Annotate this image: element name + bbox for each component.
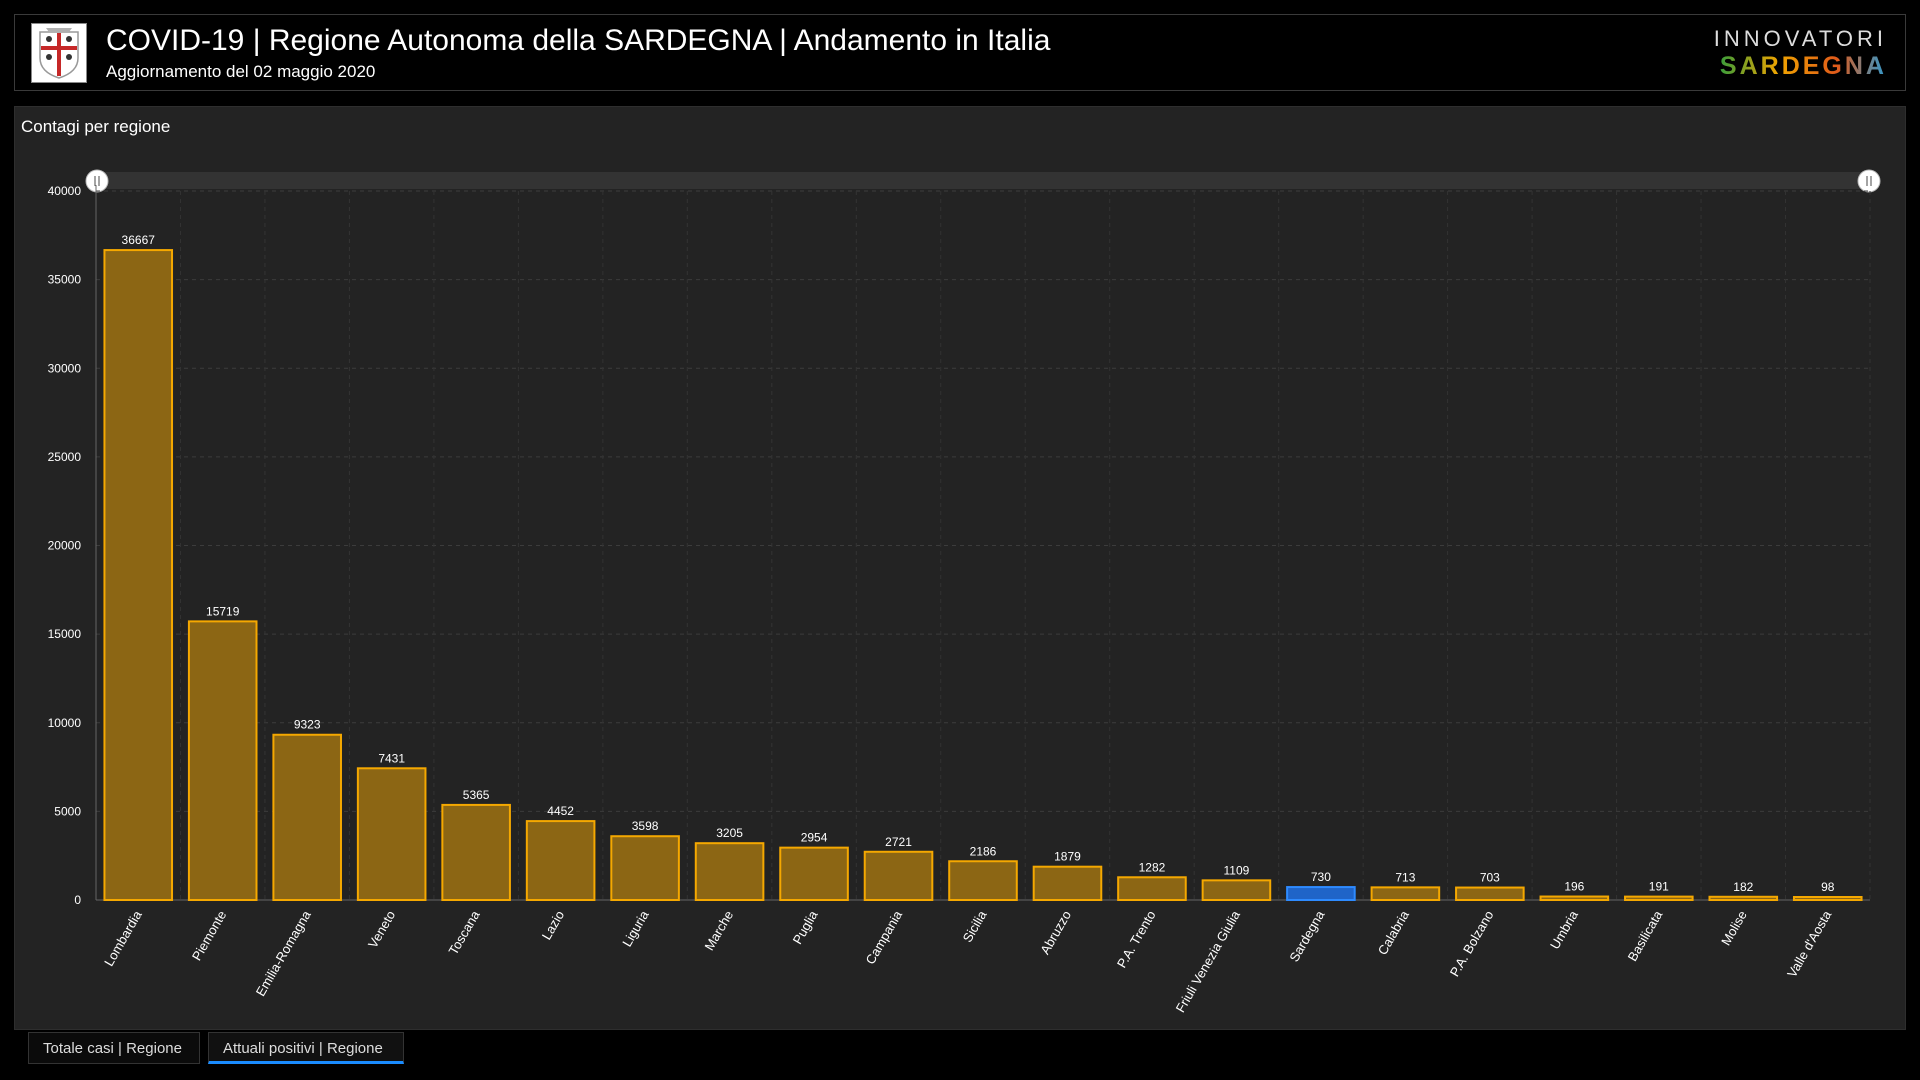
x-tick-label: Lazio xyxy=(539,908,568,942)
bar xyxy=(1539,895,1610,901)
panel-title: Contagi per regione xyxy=(21,117,171,136)
bar-value-label: 2186 xyxy=(970,844,997,858)
bar-value-label: 703 xyxy=(1480,871,1500,885)
x-tick-label: Calabria xyxy=(1375,907,1413,957)
bar xyxy=(272,733,342,901)
update-date: Aggiornamento del 02 maggio 2020 xyxy=(106,62,376,81)
bar-value-label: 730 xyxy=(1311,870,1331,884)
range-slider-track xyxy=(97,172,1869,189)
bar xyxy=(1370,886,1441,901)
x-tick-label: P.A. Bolzano xyxy=(1447,908,1497,979)
bar xyxy=(1032,865,1103,901)
x-tick-label: Friuli Venezia Giulia xyxy=(1173,907,1244,1015)
x-tick-label: Sicilia xyxy=(960,907,990,945)
y-tick-label: 25000 xyxy=(48,450,82,464)
x-tick-label: Piemonte xyxy=(189,908,229,963)
bar-value-label: 98 xyxy=(1821,880,1835,894)
bar-value-label: 196 xyxy=(1564,880,1584,894)
bar-value-label: 3205 xyxy=(716,826,743,840)
bar-value-label: 7431 xyxy=(378,751,405,765)
page-title: COVID-19 | Regione Autonoma della SARDEG… xyxy=(106,24,1051,57)
bar xyxy=(694,842,765,901)
range-handle-left[interactable] xyxy=(85,169,109,193)
bar-value-label: 3598 xyxy=(632,819,659,833)
y-tick-label: 15000 xyxy=(48,627,82,641)
bar xyxy=(1286,886,1356,901)
bar-value-label: 9323 xyxy=(294,718,321,732)
bar-value-label: 182 xyxy=(1733,880,1753,894)
bar xyxy=(1455,886,1525,901)
x-tick-label: Abruzzo xyxy=(1037,908,1074,957)
brand-innovatori: INNOVATORI xyxy=(1713,26,1887,51)
bar xyxy=(1792,896,1863,901)
x-tick-label: P.A. Trento xyxy=(1114,908,1159,970)
bar xyxy=(441,803,511,902)
tab-attuali-positivi[interactable]: Attuali positivi | Regione xyxy=(208,1032,404,1064)
header-bar: COVID-19 | Regione Autonoma della SARDEG… xyxy=(14,14,1906,91)
bar-value-label: 2954 xyxy=(801,831,828,845)
bar xyxy=(948,860,1018,902)
x-tick-label: Valle d'Aosta xyxy=(1784,907,1835,980)
chart-panel: Contagi per regione 0 5000 10000 15000 20000… xyxy=(14,106,1906,1030)
bar xyxy=(1201,879,1272,901)
bar-value-label: 713 xyxy=(1395,870,1415,884)
x-tick-label: Marche xyxy=(701,908,736,953)
bar-value-label: 15719 xyxy=(206,604,240,618)
bar-value-label: 2721 xyxy=(885,835,912,849)
bar-value-label: 1109 xyxy=(1224,863,1250,877)
brand-sardegna-text: SARDEGNA xyxy=(1720,52,1887,78)
bar-value-label: 1282 xyxy=(1139,860,1166,874)
bar xyxy=(779,846,849,901)
y-tick-label: 30000 xyxy=(48,361,82,375)
x-tick-label: Sardegna xyxy=(1286,907,1328,964)
sardinia-emblem-icon xyxy=(31,23,87,83)
bar-value-label: 191 xyxy=(1649,880,1669,894)
bar xyxy=(863,850,934,901)
bar-value-label: 5365 xyxy=(463,788,490,802)
bar xyxy=(103,249,174,901)
bar xyxy=(525,820,596,902)
x-tick-label: Basilicata xyxy=(1625,907,1666,963)
bar-value-label: 1879 xyxy=(1054,850,1081,864)
bar xyxy=(356,767,427,901)
bar xyxy=(1708,895,1779,901)
y-tick-label: 5000 xyxy=(54,804,81,818)
bar xyxy=(1624,895,1694,901)
bar-value-label: 4452 xyxy=(547,804,574,818)
y-tick-label: 35000 xyxy=(48,273,82,287)
x-tick-label: Toscana xyxy=(446,907,484,957)
x-tick-label: Lombardia xyxy=(101,907,145,968)
y-tick-label: 0 xyxy=(74,893,81,907)
bar xyxy=(610,835,680,902)
x-tick-label: Umbria xyxy=(1547,907,1581,951)
y-tick-label: 20000 xyxy=(48,539,82,553)
x-tick-label: Puglia xyxy=(790,907,821,946)
x-tick-label: Campania xyxy=(862,907,905,966)
brand-sardegna: SARDEGNA xyxy=(1717,52,1887,85)
bar xyxy=(187,620,258,901)
x-tick-label: Veneto xyxy=(365,908,398,951)
bar-chart: 0 5000 10000 15000 20000 25000 30000 35000 40000… xyxy=(48,169,1881,1015)
y-tick-label: 10000 xyxy=(48,716,82,730)
bar xyxy=(1117,876,1187,901)
range-handle-right[interactable] xyxy=(1857,169,1881,193)
x-tick-label: Molise xyxy=(1718,908,1750,948)
tab-totale-casi[interactable]: Totale casi | Regione xyxy=(28,1032,200,1064)
x-tick-label: Emilia-Romagna xyxy=(253,907,314,998)
x-tick-label: Liguria xyxy=(619,907,652,949)
bar-value-label: 36667 xyxy=(122,233,156,247)
y-tick-label: 40000 xyxy=(48,184,82,198)
